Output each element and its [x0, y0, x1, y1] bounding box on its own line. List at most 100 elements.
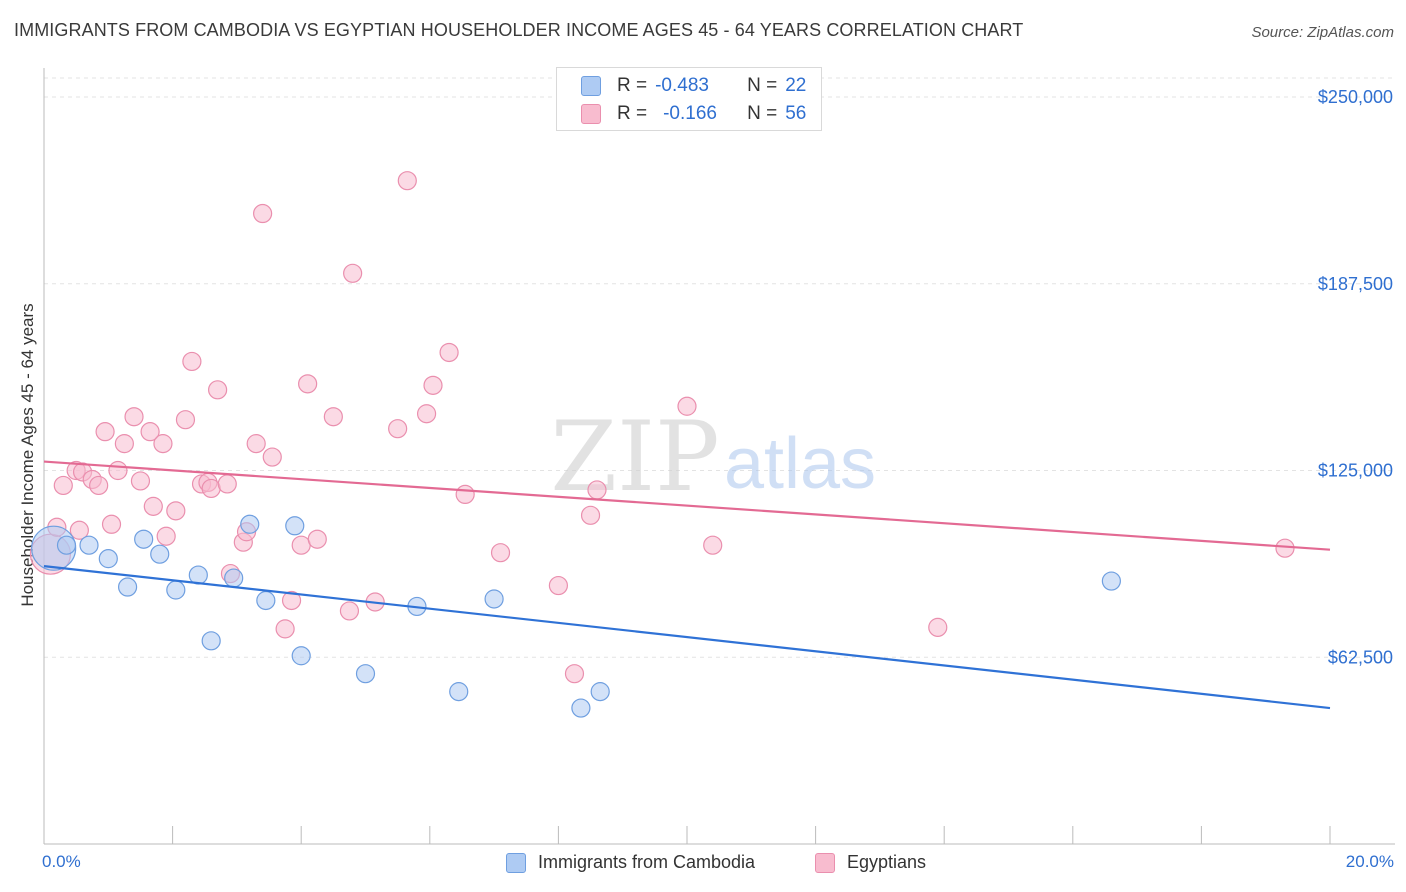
n-value: 22	[785, 75, 807, 96]
egyptians-point	[153, 434, 173, 454]
egyptians-point	[298, 374, 318, 394]
cambodia-trendline	[43, 565, 1331, 710]
egyptians-point	[564, 664, 585, 684]
r-value: -0.166	[663, 103, 717, 124]
y-tick-label: $125,000	[1318, 461, 1393, 481]
cambodia-point	[484, 589, 504, 609]
n-value: 56	[785, 103, 807, 124]
egyptians-point	[703, 535, 723, 555]
n-label: N =	[747, 103, 778, 124]
cambodia-point	[291, 646, 311, 666]
cambodia-point	[166, 580, 186, 600]
cambodia-point	[224, 568, 244, 588]
egyptians-point	[397, 171, 417, 191]
egyptians-point	[339, 601, 360, 621]
stats-legend: R = -0.483 N = 22 R = -0.166 N = 56	[556, 67, 822, 131]
egyptians-point	[246, 434, 266, 454]
cambodia-point	[355, 664, 376, 684]
egyptians-point	[95, 422, 115, 442]
cambodia-point	[79, 535, 99, 555]
egyptians-trendline	[43, 460, 1331, 551]
cambodia-point	[1101, 571, 1121, 591]
y-tick-labels: $62,500 $125,000 $187,500 $250,000	[1318, 87, 1393, 667]
cambodia-point	[150, 544, 170, 564]
cambodia-point	[285, 516, 305, 536]
legend-label-egyptians: Egyptians	[847, 852, 927, 872]
legend-item-egyptians[interactable]: Egyptians	[815, 852, 926, 873]
source-credit: Source: ZipAtlas.com	[1251, 24, 1394, 41]
egyptians-point	[130, 471, 151, 491]
cambodia-point	[134, 529, 154, 549]
legend-label-cambodia: Immigrants from Cambodia	[538, 852, 756, 872]
cambodia-point	[571, 698, 591, 718]
cambodia-point	[201, 631, 221, 651]
egyptians-point	[53, 475, 73, 496]
egyptians-point	[548, 575, 569, 596]
egyptians-swatch	[581, 104, 601, 124]
egyptians-point	[580, 505, 601, 525]
x-tick-min: 0.0%	[42, 852, 81, 871]
egyptians-point	[291, 535, 311, 555]
egyptians-point	[343, 263, 363, 283]
egyptians-point	[416, 404, 437, 424]
cambodia-point	[256, 590, 276, 611]
x-tick-max: 20.0%	[1345, 852, 1394, 871]
r-value: -0.483	[655, 75, 709, 96]
n-label: N =	[747, 75, 778, 96]
cambodia-point	[117, 577, 138, 597]
egyptians-point	[275, 619, 295, 639]
egyptians-point	[201, 478, 221, 499]
egyptians-point	[677, 396, 697, 416]
egyptians-point	[928, 617, 948, 637]
egyptians-point	[439, 342, 459, 363]
stats-row-cambodia: R = -0.483 N = 22	[581, 74, 806, 98]
egyptians-points	[29, 171, 1295, 684]
egyptians-point	[156, 526, 176, 546]
y-tick-label: $187,500	[1318, 274, 1393, 294]
cambodia-points	[31, 514, 1121, 718]
cambodia-point	[98, 549, 118, 569]
egyptians-point	[455, 484, 475, 505]
egyptians-point	[140, 422, 160, 442]
axes	[43, 68, 1395, 845]
egyptians-point	[490, 543, 511, 563]
stats-row-egyptians: R = -0.166 N = 56	[581, 102, 806, 126]
trendlines	[43, 460, 1331, 710]
egyptians-point	[114, 434, 134, 454]
egyptians-point	[143, 496, 163, 516]
cambodia-swatch	[581, 76, 601, 96]
egyptians-point	[281, 590, 302, 611]
egyptians-point	[69, 520, 89, 540]
egyptians-point	[124, 407, 144, 427]
egyptians-point	[262, 447, 282, 467]
egyptians-legend-swatch	[815, 852, 835, 873]
y-tick-label: $62,500	[1328, 647, 1393, 667]
r-label: R =	[617, 103, 648, 124]
egyptians-point	[108, 460, 128, 481]
egyptians-point	[217, 474, 237, 494]
egyptians-point	[253, 203, 273, 224]
egyptians-point	[323, 407, 343, 427]
legend-item-cambodia[interactable]: Immigrants from Cambodia	[506, 852, 755, 873]
egyptians-point	[89, 475, 109, 496]
egyptians-point	[307, 529, 327, 549]
egyptians-point	[166, 501, 186, 521]
cambodia-legend-swatch	[506, 852, 526, 873]
cambodia-point	[449, 682, 469, 702]
egyptians-point	[101, 514, 122, 534]
r-label: R =	[617, 75, 648, 96]
egyptians-point	[175, 410, 196, 430]
y-tick-label: $250,000	[1318, 87, 1393, 107]
cambodia-point	[590, 682, 610, 702]
egyptians-point	[388, 419, 408, 439]
egyptians-point	[423, 375, 443, 395]
cambodia-point	[240, 514, 260, 534]
egyptians-point	[1275, 538, 1295, 558]
egyptians-point	[208, 380, 228, 400]
egyptians-point	[182, 351, 202, 372]
egyptians-point	[587, 480, 607, 500]
watermark-zip: ZIP	[550, 401, 719, 513]
watermark-atlas: atlas	[724, 424, 876, 504]
cambodia-point	[56, 535, 77, 555]
